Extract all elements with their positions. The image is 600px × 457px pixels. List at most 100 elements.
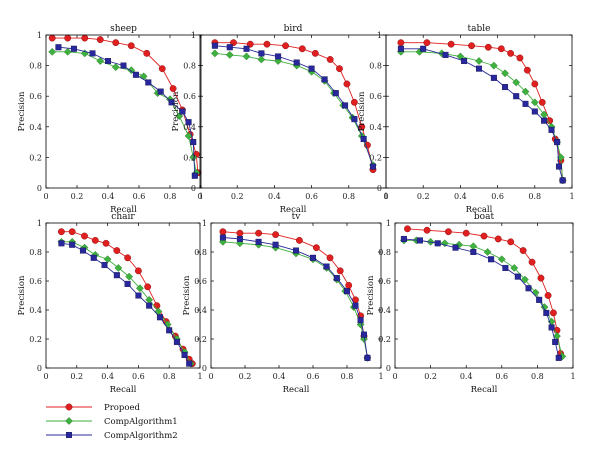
data-point [519, 247, 527, 254]
data-point [312, 244, 320, 252]
data-point [497, 255, 506, 264]
data-point [521, 87, 530, 96]
x-tick-label: 1 [383, 192, 388, 201]
legend-label: CompAlgorithm2 [104, 431, 178, 441]
data-point [530, 98, 539, 107]
y-tick-label: 0.6 [194, 277, 207, 286]
x-tick-label: 0.2 [424, 372, 437, 381]
data-point [114, 264, 123, 272]
x-tick-label: 0.4 [101, 372, 114, 381]
x-tick-label: 1 [570, 372, 575, 381]
y-tick-label: 0.4 [369, 123, 382, 132]
data-point [361, 331, 368, 338]
x-tick-label: 0.4 [268, 192, 281, 201]
data-point [168, 99, 175, 106]
data-point [145, 79, 152, 86]
y-tick-label: 0 [37, 184, 42, 193]
series-line [61, 242, 190, 364]
data-point [69, 241, 76, 248]
data-point [210, 49, 219, 58]
chart-title: tv [292, 212, 302, 222]
data-point [523, 66, 531, 74]
y-tick-label: 0.2 [378, 335, 391, 344]
data-point [342, 102, 349, 109]
data-point [226, 44, 233, 51]
x-tick-label: 0.8 [164, 192, 177, 201]
y-tick-label: 1 [386, 219, 391, 228]
data-point [184, 132, 193, 140]
data-point [555, 354, 562, 361]
data-point [397, 45, 404, 52]
chart-panel-boat: 0 0.2 0.4 0.6 0.8 100.20.40.60.81boatRecallPr… [366, 212, 576, 395]
data-point [113, 272, 120, 279]
data-point [135, 292, 142, 299]
data-point [125, 272, 134, 281]
y-tick-label: 0.4 [378, 306, 391, 315]
data-point [350, 98, 358, 106]
x-tick-label: 0 [208, 372, 213, 381]
data-point [543, 309, 550, 316]
data-point [352, 302, 359, 309]
data-point [225, 51, 234, 59]
data-point [333, 275, 340, 282]
data-point [513, 93, 520, 100]
data-point [442, 51, 449, 58]
chart-title: table [468, 24, 491, 34]
data-point [512, 78, 521, 87]
data-point [173, 338, 180, 345]
data-point [462, 229, 470, 237]
x-tick-label: 0.8 [341, 372, 354, 381]
legend-entry: Propoed [46, 403, 140, 413]
series-CompAlgorithm2 [400, 235, 562, 361]
data-point [219, 234, 226, 241]
x-tick-label: 1 [378, 372, 383, 381]
series-line [214, 52, 374, 166]
data-point [531, 108, 538, 115]
x-tick-label: 0 [197, 192, 202, 201]
data-point [104, 58, 111, 65]
data-point [336, 65, 343, 73]
x-axis-label: Recall [110, 205, 137, 215]
y-tick-label: 0.6 [29, 277, 42, 286]
x-tick-label: 0.6 [305, 192, 318, 201]
x-tick-label: 0.8 [531, 372, 544, 381]
series-CompAlgorithm2 [55, 44, 198, 179]
data-point [488, 256, 495, 263]
data-point [120, 62, 127, 69]
data-point [544, 292, 552, 299]
data-point [113, 247, 121, 254]
data-point [124, 280, 131, 287]
data-point [514, 273, 521, 280]
data-point [541, 117, 548, 124]
y-tick-label: 0.2 [194, 335, 207, 344]
x-tick-label: 1 [197, 372, 202, 381]
data-point [111, 63, 120, 72]
data-point [68, 228, 76, 236]
data-point [127, 42, 135, 50]
series-Propoed [397, 39, 567, 184]
y-axis-label: Precision [366, 275, 376, 315]
data-point [447, 40, 455, 48]
data-point [469, 242, 478, 251]
data-point [397, 39, 405, 47]
x-axis-label: Recall [471, 385, 498, 395]
chart-title: sheep [110, 24, 137, 34]
data-point [321, 76, 328, 83]
data-point [336, 267, 344, 275]
data-point [132, 71, 139, 78]
data-point [272, 231, 279, 239]
data-point [311, 49, 319, 57]
data-point [360, 136, 367, 143]
y-tick-label: 1 [37, 31, 42, 40]
data-point [423, 39, 431, 47]
x-tick-label: 0.6 [491, 192, 504, 201]
data-point [295, 236, 303, 244]
data-point [64, 34, 72, 42]
series-CompAlgorithm2 [397, 45, 566, 184]
y-axis-label: Precision [17, 275, 27, 315]
data-point [531, 80, 539, 88]
data-point [91, 236, 99, 244]
data-point [282, 42, 289, 50]
x-tick-label: 1 [198, 192, 203, 201]
data-point [63, 47, 72, 56]
